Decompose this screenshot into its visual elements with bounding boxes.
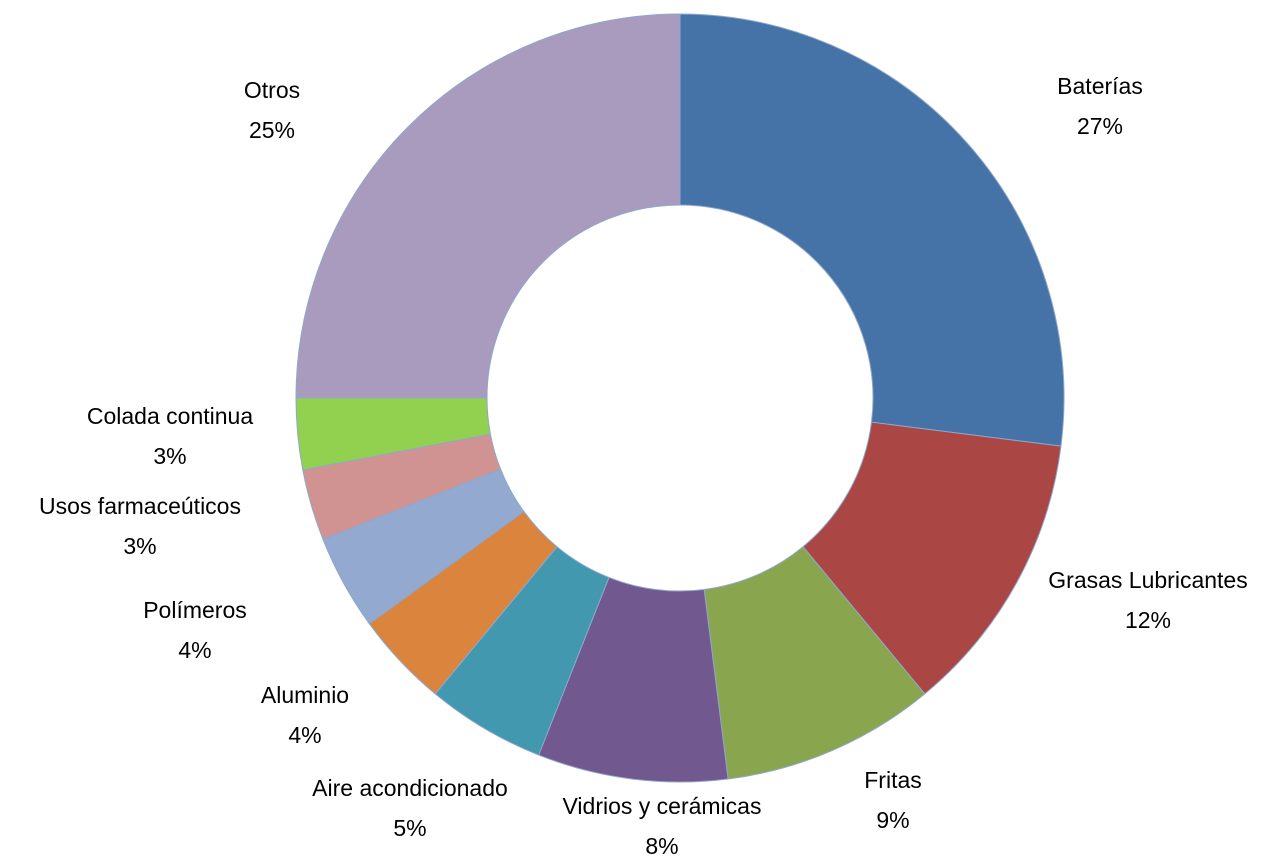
donut-segment — [679, 13, 1065, 447]
value-label: 9% — [876, 807, 909, 833]
category-label: Aluminio — [261, 682, 349, 708]
category-label: Aire acondicionado — [312, 775, 508, 801]
category-label: Usos farmaceúticos — [39, 493, 241, 519]
category-label: Otros — [244, 77, 300, 103]
value-label: 25% — [249, 117, 295, 143]
category-label: Baterías — [1057, 73, 1143, 99]
category-label: Polímeros — [143, 597, 247, 623]
value-label: 27% — [1077, 113, 1123, 139]
value-label: 4% — [288, 722, 321, 748]
donut-segment — [295, 13, 681, 399]
value-label: 5% — [393, 815, 426, 841]
category-label: Fritas — [864, 767, 922, 793]
value-label: 12% — [1125, 607, 1171, 633]
category-label: Vidrios y cerámicas — [563, 793, 762, 819]
value-label: 4% — [178, 637, 211, 663]
category-label: Colada continua — [87, 403, 253, 429]
donut-segment — [802, 421, 1062, 695]
value-label: 8% — [645, 833, 678, 859]
value-label: 3% — [153, 443, 186, 469]
category-label: Grasas Lubricantes — [1048, 567, 1247, 593]
value-label: 3% — [123, 533, 156, 559]
